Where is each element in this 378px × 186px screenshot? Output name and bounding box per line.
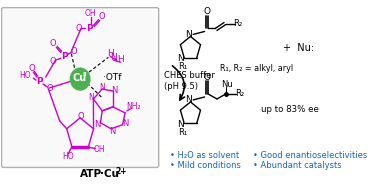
Text: N: N	[185, 95, 192, 105]
Circle shape	[70, 68, 90, 90]
Text: OH: OH	[85, 9, 96, 18]
Text: +  Nu:: + Nu:	[284, 43, 314, 53]
FancyArrowPatch shape	[172, 66, 184, 100]
Text: • Good enantioselectivities: • Good enantioselectivities	[253, 151, 367, 160]
Text: HO: HO	[20, 71, 31, 80]
Text: O: O	[98, 12, 105, 21]
Text: II: II	[82, 72, 87, 77]
Text: up to 83% ee: up to 83% ee	[261, 105, 319, 114]
Text: HO: HO	[62, 152, 74, 161]
Text: ·Cu: ·Cu	[99, 169, 119, 179]
Text: N: N	[177, 54, 184, 63]
Text: N: N	[110, 53, 117, 62]
Text: O: O	[71, 47, 77, 56]
Text: O: O	[50, 39, 56, 48]
Text: ATP: ATP	[80, 169, 102, 179]
Text: Cu: Cu	[72, 73, 87, 83]
Text: N: N	[109, 127, 115, 136]
Text: O: O	[204, 7, 211, 16]
Text: Nu: Nu	[221, 80, 232, 89]
Text: O: O	[28, 64, 35, 73]
Text: ·OTf: ·OTf	[103, 73, 122, 82]
Text: O: O	[78, 112, 84, 121]
Text: N: N	[177, 120, 184, 129]
Text: H: H	[117, 55, 124, 64]
Text: O: O	[204, 73, 211, 82]
Text: N: N	[99, 83, 105, 92]
Text: R₁: R₁	[178, 128, 187, 137]
Text: H: H	[107, 49, 113, 58]
Text: R₁, R₂ = alkyl, aryl: R₁, R₂ = alkyl, aryl	[220, 64, 293, 73]
Text: R₁: R₁	[178, 62, 187, 71]
Text: O: O	[47, 84, 53, 93]
Text: N: N	[185, 30, 192, 39]
Text: • H₂O as solvent: • H₂O as solvent	[170, 151, 239, 160]
Text: N: N	[89, 93, 94, 102]
Text: 2+: 2+	[115, 167, 127, 176]
Text: R₂: R₂	[234, 19, 243, 28]
Text: N: N	[94, 120, 100, 129]
Text: O: O	[75, 24, 82, 33]
Text: • Abundant catalysts: • Abundant catalysts	[253, 161, 342, 170]
Text: N: N	[122, 119, 129, 128]
FancyBboxPatch shape	[2, 8, 159, 167]
Text: NH₂: NH₂	[127, 102, 141, 111]
Text: N: N	[112, 86, 118, 94]
Text: P: P	[86, 24, 92, 33]
Text: CHES buffer
(pH 9.5): CHES buffer (pH 9.5)	[164, 71, 215, 91]
Text: P: P	[61, 52, 68, 61]
Text: P: P	[36, 77, 43, 86]
Text: OH: OH	[93, 145, 105, 154]
Text: • Mild conditions: • Mild conditions	[170, 161, 241, 170]
Text: O: O	[50, 57, 56, 66]
Text: R₂: R₂	[235, 89, 245, 99]
